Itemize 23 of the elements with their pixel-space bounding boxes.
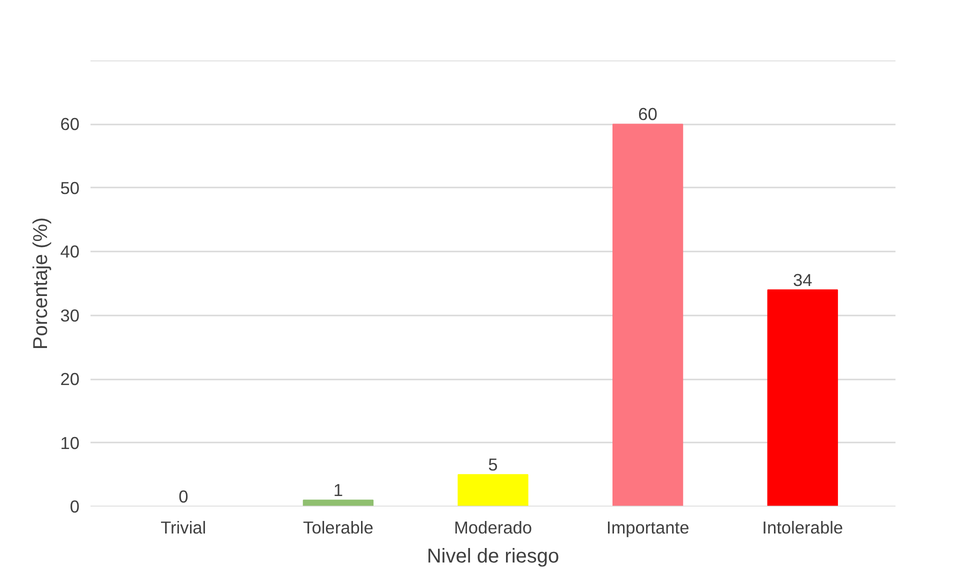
x-tick-label: Importante — [606, 518, 690, 538]
y-tick-label: 30 — [60, 305, 80, 326]
x-axis-title: Nivel de riesgo — [426, 546, 560, 568]
y-tick-label: 20 — [60, 369, 80, 390]
bar — [767, 289, 838, 506]
data-label: 1 — [333, 480, 344, 500]
y-tick-label: 10 — [60, 432, 80, 453]
data-label: 5 — [488, 454, 498, 475]
data-label: 34 — [792, 270, 813, 290]
y-tick-label: 60 — [60, 114, 80, 134]
x-tick-label: Intolerable — [762, 518, 844, 538]
y-tick-label: 50 — [60, 178, 80, 198]
y-tick-label: 0 — [70, 496, 80, 516]
bar — [612, 124, 684, 506]
data-label: 60 — [638, 104, 658, 124]
y-axis-title: Porcentaje (%) — [30, 217, 52, 350]
x-tick-label: Tolerable — [303, 518, 374, 538]
x-tick-label: Moderado — [454, 518, 532, 538]
y-tick-label: 40 — [60, 242, 80, 262]
bar — [458, 474, 528, 506]
x-tick-label: Trivial — [160, 518, 206, 538]
data-label: 0 — [178, 486, 188, 506]
bar — [302, 500, 374, 506]
